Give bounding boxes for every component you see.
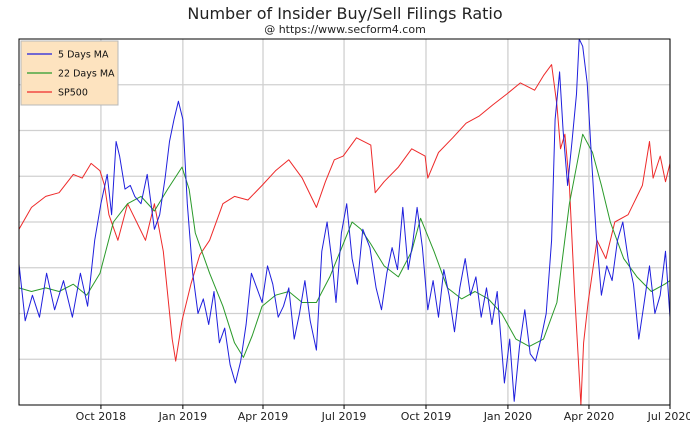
legend-label: SP500: [58, 88, 88, 99]
series-layer: [18, 38, 671, 406]
series-line-22-days-ma: [18, 133, 671, 358]
x-tick-label: Jul 2020: [647, 410, 690, 423]
x-tick-label: Oct 2019: [401, 410, 452, 423]
series-line-sp500: [18, 64, 671, 406]
axis-layer: Oct 2018 Jan 2019 Apr 2019 Jul 2019 Oct 2019…: [18, 38, 690, 423]
x-tick-label: Apr 2020: [564, 410, 615, 423]
series-line-5-days-ma: [18, 38, 671, 402]
legend-label: 5 Days MA: [58, 50, 109, 61]
x-tick-label: Jul 2019: [321, 410, 367, 423]
x-tick-label: Jan 2020: [483, 410, 532, 423]
chart-subtitle: @ https://www.secform4.com: [264, 23, 426, 36]
legend: 5 Days MA 22 Days MA SP500: [20, 40, 119, 106]
x-tick-label: Apr 2019: [238, 410, 289, 423]
x-tick-label: Jan 2019: [158, 410, 207, 423]
x-tick-label: Oct 2018: [76, 410, 127, 423]
chart-title: Number of Insider Buy/Sell Filings Ratio: [187, 4, 503, 23]
legend-label: 22 Days MA: [58, 69, 115, 80]
